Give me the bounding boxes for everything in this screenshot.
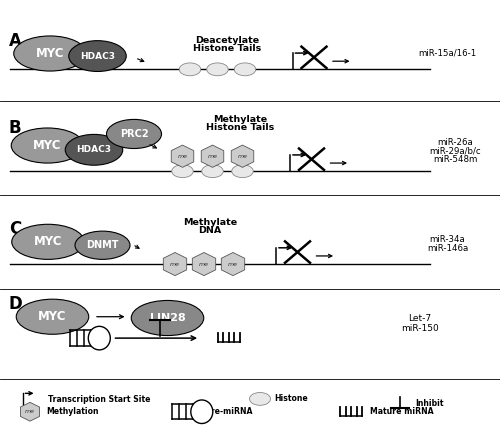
Polygon shape (231, 145, 254, 167)
Text: Deacetylate: Deacetylate (196, 36, 260, 45)
Ellipse shape (179, 63, 201, 76)
Text: me: me (178, 154, 188, 159)
Ellipse shape (12, 224, 84, 259)
Text: HDAC3: HDAC3 (80, 51, 115, 61)
Ellipse shape (14, 36, 86, 71)
Ellipse shape (234, 63, 256, 76)
Text: me: me (170, 262, 180, 267)
Ellipse shape (65, 134, 123, 165)
Text: Pre-miRNA: Pre-miRNA (205, 407, 252, 416)
Ellipse shape (172, 165, 193, 178)
Text: me: me (208, 154, 218, 159)
Text: DNA: DNA (198, 226, 222, 235)
Polygon shape (171, 145, 194, 167)
Text: miR-34a: miR-34a (430, 235, 466, 244)
Text: C: C (9, 220, 21, 238)
Text: Methylate: Methylate (213, 115, 267, 125)
Text: LIN28: LIN28 (150, 313, 186, 323)
Ellipse shape (16, 299, 89, 334)
Text: me: me (228, 262, 238, 267)
Text: D: D (9, 295, 23, 313)
Ellipse shape (207, 63, 228, 76)
Ellipse shape (250, 392, 270, 405)
Ellipse shape (11, 128, 84, 163)
Polygon shape (201, 145, 224, 167)
Polygon shape (20, 402, 40, 421)
Ellipse shape (191, 400, 213, 424)
Text: Histone Tails: Histone Tails (206, 123, 274, 132)
Ellipse shape (75, 231, 130, 259)
Text: MYC: MYC (33, 139, 62, 152)
Text: miR-548m: miR-548m (433, 155, 477, 164)
Ellipse shape (106, 119, 162, 149)
Ellipse shape (131, 300, 204, 336)
Text: miR-15a/16-1: miR-15a/16-1 (418, 49, 476, 58)
Text: MYC: MYC (34, 235, 62, 248)
Text: MYC: MYC (36, 47, 64, 60)
Text: miR-146a: miR-146a (427, 244, 468, 253)
Ellipse shape (69, 41, 126, 71)
Polygon shape (222, 253, 244, 276)
Text: DNMT: DNMT (86, 240, 119, 250)
Polygon shape (192, 253, 216, 276)
Text: miR-150: miR-150 (401, 324, 439, 333)
Text: Transcription Start Site: Transcription Start Site (48, 395, 150, 404)
Text: Inhibit: Inhibit (415, 398, 444, 408)
Text: miR-26a: miR-26a (437, 138, 473, 147)
Text: MYC: MYC (38, 310, 67, 323)
Text: Histone Tails: Histone Tails (194, 44, 262, 53)
Text: PRC2: PRC2 (120, 129, 148, 139)
Text: me: me (199, 262, 209, 267)
Text: Methylation: Methylation (46, 407, 98, 416)
Polygon shape (164, 253, 186, 276)
Text: me: me (238, 154, 248, 159)
Text: me: me (25, 409, 35, 414)
Text: Let-7: Let-7 (408, 314, 432, 324)
Text: A: A (9, 32, 22, 50)
Text: HDAC3: HDAC3 (76, 145, 112, 155)
Text: Methylate: Methylate (183, 218, 237, 227)
Ellipse shape (202, 165, 223, 178)
Text: Mature miRNA: Mature miRNA (370, 407, 434, 416)
Ellipse shape (88, 327, 110, 350)
Text: B: B (9, 119, 22, 137)
Text: Histone: Histone (274, 394, 308, 404)
Text: miR-29a/b/c: miR-29a/b/c (429, 146, 481, 156)
Ellipse shape (232, 165, 254, 178)
